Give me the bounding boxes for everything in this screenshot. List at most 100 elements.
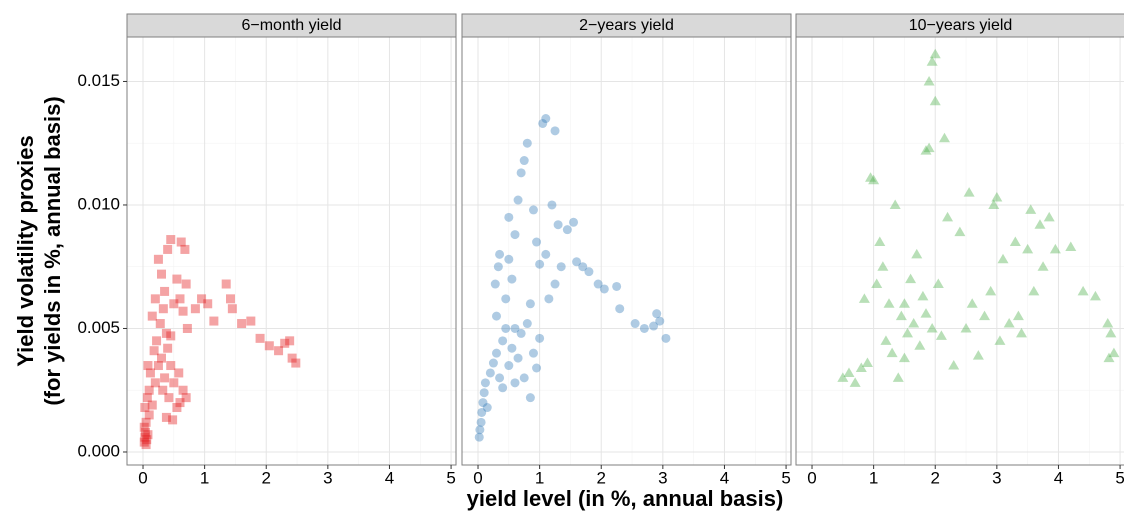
- y-tick-label: 0.005: [77, 318, 120, 337]
- point: [182, 323, 192, 333]
- point: [880, 335, 892, 345]
- x-tick-label: 2: [597, 468, 606, 487]
- point: [938, 132, 950, 143]
- point: [180, 244, 190, 254]
- point: [547, 200, 557, 210]
- point: [1009, 236, 1021, 247]
- x-tick-label: 4: [1054, 468, 1063, 487]
- point: [874, 236, 886, 247]
- point: [532, 363, 542, 373]
- point: [948, 360, 960, 370]
- point: [516, 168, 526, 178]
- x-tick-label: 2: [262, 468, 271, 487]
- point: [176, 237, 186, 247]
- point: [1012, 310, 1024, 321]
- point: [480, 378, 490, 388]
- point: [1034, 219, 1046, 229]
- point: [153, 361, 163, 371]
- y-tick-label: 0.010: [77, 194, 120, 213]
- point: [932, 278, 944, 289]
- point: [287, 353, 297, 363]
- x-tick-label: 4: [720, 468, 729, 487]
- point: [519, 373, 529, 383]
- strip: [461, 13, 792, 38]
- point: [504, 254, 514, 264]
- y-tick-label: 0.015: [77, 71, 120, 90]
- point: [639, 323, 649, 333]
- point: [929, 48, 941, 59]
- point: [923, 142, 935, 153]
- panel-background: [462, 37, 791, 465]
- point: [584, 267, 594, 277]
- point: [163, 343, 173, 353]
- point: [858, 293, 870, 303]
- point: [221, 279, 231, 289]
- point: [550, 279, 560, 289]
- point: [914, 340, 926, 350]
- x-tick-label: 2: [931, 468, 940, 487]
- point: [144, 385, 154, 395]
- point: [979, 310, 991, 321]
- point: [538, 118, 548, 128]
- point: [593, 279, 603, 289]
- point: [1049, 243, 1061, 254]
- point: [649, 321, 659, 331]
- point: [147, 311, 157, 321]
- point: [553, 220, 563, 230]
- point: [147, 400, 157, 410]
- point: [855, 362, 867, 372]
- point: [479, 388, 489, 398]
- point: [849, 377, 861, 387]
- point: [513, 195, 523, 205]
- point: [504, 212, 514, 222]
- point: [255, 333, 265, 343]
- point: [143, 430, 153, 440]
- point: [541, 114, 551, 124]
- point: [578, 262, 588, 272]
- panel: 10−years yield 0 1 2 3 4 5: [795, 13, 1124, 487]
- point: [532, 237, 542, 247]
- point: [966, 298, 978, 308]
- point: [482, 403, 492, 413]
- point: [209, 316, 219, 326]
- point: [492, 311, 502, 321]
- x-tick-label: 0: [138, 468, 147, 487]
- point: [237, 319, 247, 329]
- point: [615, 304, 625, 314]
- point: [507, 274, 517, 284]
- x-axis-title: yield level (in %, annual basis): [467, 486, 784, 511]
- x-tick-label: 1: [869, 468, 878, 487]
- point: [142, 435, 152, 445]
- point: [997, 253, 1009, 264]
- point: [972, 350, 984, 360]
- point: [569, 217, 579, 227]
- strip: [126, 13, 457, 38]
- x-tick-label: 5: [1115, 468, 1124, 487]
- strip-title: 10−years yield: [909, 17, 1013, 34]
- point: [516, 328, 526, 338]
- point: [1037, 261, 1049, 271]
- point: [139, 437, 149, 447]
- panel: 6−month yield 0 1 2 3 4 5 0.000 0.005 0.010 0.015: [77, 13, 457, 487]
- point: [507, 343, 517, 353]
- point: [935, 330, 947, 340]
- point: [898, 298, 910, 308]
- panel: 2−years yield 0 1 2 3 4 5: [461, 13, 792, 487]
- x-tick-label: 0: [473, 468, 482, 487]
- point: [145, 368, 155, 378]
- point: [920, 308, 932, 318]
- point: [172, 274, 182, 284]
- point: [843, 367, 855, 377]
- point: [1015, 327, 1027, 338]
- point: [655, 316, 665, 326]
- point: [985, 285, 997, 296]
- point: [477, 407, 487, 417]
- point: [164, 393, 174, 403]
- point: [485, 368, 495, 378]
- point: [942, 211, 954, 222]
- point: [960, 322, 972, 333]
- point: [157, 353, 167, 363]
- point: [510, 378, 520, 388]
- point: [498, 383, 508, 393]
